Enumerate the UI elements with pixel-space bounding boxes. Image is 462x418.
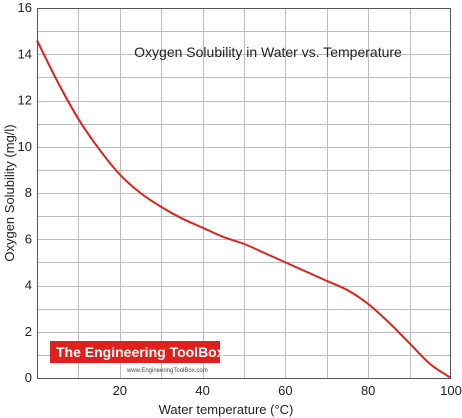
logo-text: The Engineering ToolBox [56, 344, 225, 360]
y-axis-label: Oxygen Solubility (mg/l) [2, 124, 17, 261]
y-tick-label: 12 [18, 93, 32, 108]
grid [37, 8, 451, 378]
x-tick-label: 100 [440, 383, 462, 398]
x-tick-label: 40 [195, 383, 209, 398]
x-tick-label: 20 [113, 383, 127, 398]
x-tick-labels: 20 40 60 80 100 [113, 383, 462, 398]
y-tick-labels: 0 2 4 6 8 10 12 14 16 [18, 0, 32, 385]
series-line [36, 39, 452, 379]
y-tick-label: 14 [18, 46, 32, 61]
y-tick-label: 10 [18, 139, 32, 154]
y-tick-label: 4 [25, 278, 32, 293]
y-tick-label: 16 [18, 0, 32, 15]
logo-background [50, 341, 220, 363]
y-tick-label: 0 [25, 370, 32, 385]
series [36, 39, 452, 379]
logo-url: www.EngineeringToolBox.com [126, 368, 208, 374]
x-tick-label: 60 [278, 383, 292, 398]
engineering-toolbox-logo: The Engineering ToolBox www.EngineeringT… [50, 341, 225, 374]
x-axis-label: Water temperature (°C) [159, 402, 294, 417]
y-tick-label: 8 [25, 185, 32, 200]
chart-title: Oxygen Solubility in Water vs. Temperatu… [134, 44, 402, 60]
y-tick-label: 2 [25, 324, 32, 339]
plot-frame [37, 8, 451, 379]
y-tick-label: 6 [25, 231, 32, 246]
x-tick-label: 80 [361, 383, 375, 398]
